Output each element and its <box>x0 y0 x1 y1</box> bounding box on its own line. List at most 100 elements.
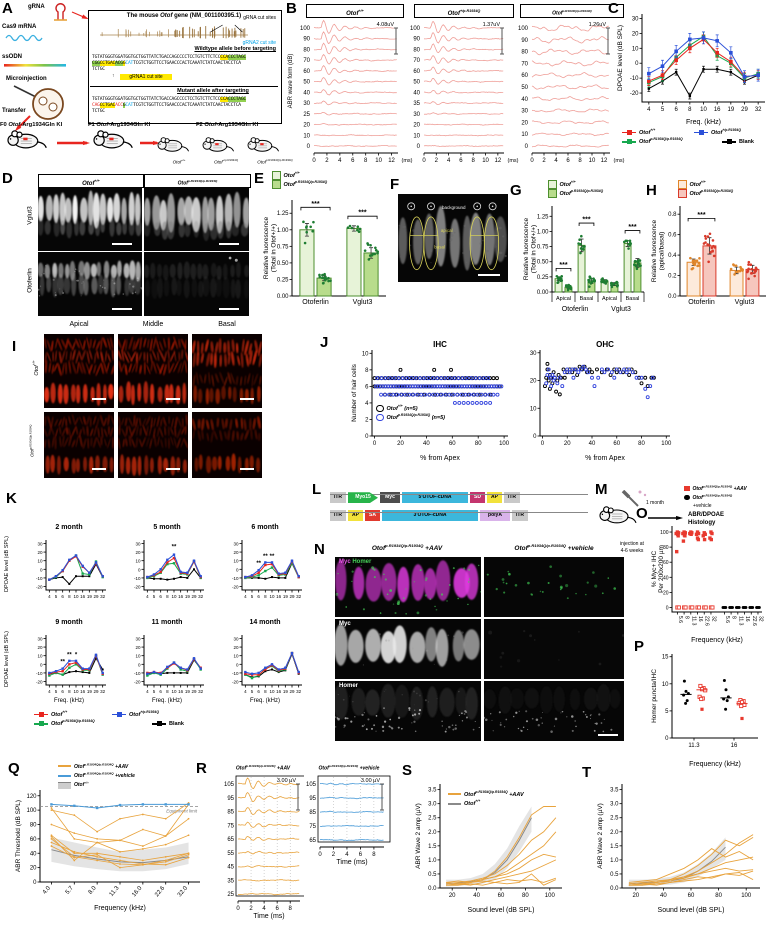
f2-het-genotype: Otof+/p.R1934Q <box>213 158 239 165</box>
svg-text:***: *** <box>582 217 590 224</box>
d-row-otoferlin: Otoferlin <box>26 268 34 293</box>
fluorescence-apical-basal-chart: 0.00 0.25 0.50 0.75 1.00 1.25 Relative fluores… <box>522 200 646 316</box>
red-line-marker-icon <box>622 128 636 136</box>
svg-text:60: 60 <box>303 69 310 75</box>
i-col-middle: Middle <box>142 321 164 328</box>
svg-text:4: 4 <box>146 594 149 599</box>
svg-text:Vglut3: Vglut3 <box>611 306 631 313</box>
svg-text:20: 20 <box>135 550 141 555</box>
svg-text:2: 2 <box>332 852 336 858</box>
panel-label-n: N <box>314 541 325 558</box>
svg-text:3.0: 3.0 <box>428 802 437 808</box>
panel-label-r: R <box>196 760 207 777</box>
ihc-count-chart: 0 2 4 6 8 10 0 20 40 60 80 100% from Apex Number of … <box>350 338 512 462</box>
construct-element-itr: ITR <box>330 510 346 522</box>
svg-text:16: 16 <box>80 689 86 694</box>
svg-text:0: 0 <box>40 567 43 572</box>
svg-text:55: 55 <box>227 851 234 857</box>
micrograph-roi-example: background apical basal <box>398 194 508 282</box>
k-title-14mo: 14 month <box>249 619 281 626</box>
svg-text:22.6: 22.6 <box>751 616 757 626</box>
wildtype-seq-line2: CGGCCTGACACGGCATTCGTCTGGTTCCTGAACCCACTCA… <box>92 61 241 66</box>
r-title-vehicle: Otofp.R1934Q/p.R1934Q +vehicle <box>318 764 380 772</box>
svg-text:32: 32 <box>296 594 302 599</box>
gray-line-icon <box>448 802 461 805</box>
svg-text:16: 16 <box>178 594 184 599</box>
svg-text:0: 0 <box>365 434 369 440</box>
svg-text:0.8: 0.8 <box>668 212 677 218</box>
orange-square-icon <box>678 180 687 189</box>
mutant-seq-line1: TGTATGGGTGGATGGTGCTGGTTATCTGACCAGCCCCTCC… <box>92 97 246 102</box>
svg-text:10: 10 <box>233 559 239 564</box>
svg-text:Time (ms): Time (ms) <box>336 859 367 866</box>
svg-text:10: 10 <box>521 132 528 138</box>
svg-text:Otoferlin: Otoferlin <box>562 306 589 313</box>
micrograph-merge-aav <box>335 557 481 617</box>
svg-text:1.26uV: 1.26uV <box>589 22 607 28</box>
svg-text:100: 100 <box>545 893 556 899</box>
svg-text:10: 10 <box>37 559 43 564</box>
svg-text:5: 5 <box>153 594 156 599</box>
svg-text:**: ** <box>270 554 275 560</box>
grna-cut-sites-label: gRNA cut sites <box>243 15 276 21</box>
merge-channel-label: Myc Homer <box>339 559 372 565</box>
scale-bar <box>598 734 618 736</box>
svg-text:32: 32 <box>757 616 763 622</box>
dpoae-5month-chart: -20 -10 0 10 20 30 4 5 6 8 10 16 19 29 32 ** <box>128 536 206 602</box>
svg-text:10: 10 <box>171 689 177 694</box>
svg-text:40: 40 <box>303 90 310 96</box>
svg-text:85: 85 <box>227 810 234 816</box>
svg-text:20: 20 <box>37 645 43 650</box>
svg-text:(ms): (ms) <box>508 158 519 164</box>
svg-text:8: 8 <box>264 594 267 599</box>
red-square-icon <box>678 189 687 198</box>
svg-text:30: 30 <box>413 112 420 118</box>
svg-text:12: 12 <box>601 158 608 164</box>
svg-text:-10: -10 <box>232 671 239 676</box>
svg-text:20: 20 <box>564 441 571 447</box>
scale-bar <box>240 468 254 470</box>
svg-text:8.0: 8.0 <box>88 885 98 896</box>
svg-text:-20: -20 <box>232 680 239 685</box>
svg-text:4: 4 <box>48 689 51 694</box>
r-title-aav: Otofp.R1934Q/p.R1934Q +AAV <box>235 764 291 772</box>
svg-text:80: 80 <box>715 893 722 899</box>
svg-text:20: 20 <box>397 441 404 447</box>
svg-text:90: 90 <box>303 37 310 43</box>
svg-text:6: 6 <box>459 158 463 164</box>
svg-text:2.0: 2.0 <box>610 830 619 836</box>
svg-text:8: 8 <box>166 594 169 599</box>
svg-text:0: 0 <box>666 605 669 611</box>
svg-text:65: 65 <box>227 837 234 843</box>
svg-text:0.25: 0.25 <box>277 277 289 283</box>
svg-text:Frequency (kHz): Frequency (kHz) <box>691 637 743 644</box>
svg-text:Relative fluorescence: Relative fluorescence <box>651 220 658 283</box>
svg-text:40: 40 <box>30 851 37 857</box>
abr-title-hom: Otofp.R1934Q/p.R1934Q <box>520 4 624 18</box>
micrograph-myc-vehicle <box>484 619 624 679</box>
panel-label-e: E <box>254 170 265 187</box>
svg-text:20: 20 <box>632 31 639 37</box>
svg-text:8: 8 <box>166 689 169 694</box>
svg-text:0: 0 <box>236 567 239 572</box>
svg-text:2: 2 <box>365 417 369 423</box>
svg-text:19: 19 <box>87 689 93 694</box>
svg-text:Relative fluorescence: Relative fluorescence <box>523 218 530 281</box>
svg-text:12: 12 <box>495 158 502 164</box>
svg-text:0.2: 0.2 <box>668 274 677 280</box>
svg-text:0.50: 0.50 <box>277 261 289 267</box>
o-legend: Otofp.R1934Q/p.R1934Q +AAV Otofp.R1934Q/… <box>684 484 747 511</box>
svg-text:0: 0 <box>138 567 141 572</box>
f0-label: F0 Otof-Arg1934Gln KI <box>0 122 63 128</box>
svg-text:(Total in Otof+/+): (Total in Otof+/+) <box>531 225 538 273</box>
svg-text:90: 90 <box>413 37 420 43</box>
svg-text:80: 80 <box>522 893 529 899</box>
svg-text:10: 10 <box>530 406 537 412</box>
mutant-seq-line2: CAGCCTGACACCGCATTCGTCTGGTTCCTGAACCCACTCA… <box>92 103 241 108</box>
svg-text:32.0: 32.0 <box>177 885 190 898</box>
svg-text:**: ** <box>263 554 268 560</box>
svg-text:11.3: 11.3 <box>688 743 700 749</box>
svg-text:6: 6 <box>359 852 363 858</box>
svg-text:0.0: 0.0 <box>428 886 437 892</box>
panel-label-h: H <box>646 182 657 199</box>
